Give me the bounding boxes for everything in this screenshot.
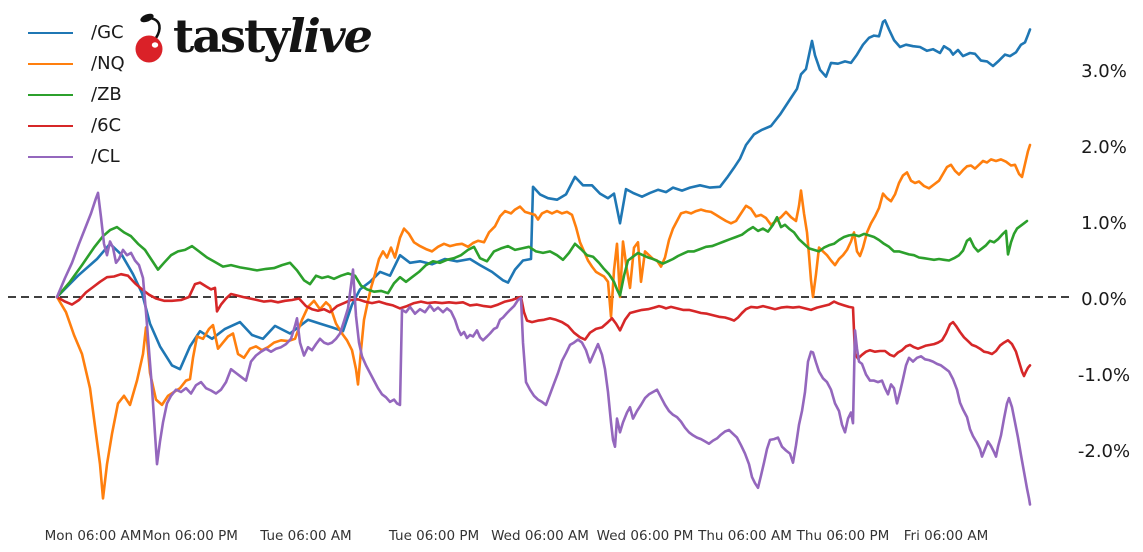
- y-tick-label: 2.0%: [1081, 137, 1127, 158]
- legend-label-cl: /CL: [91, 145, 120, 167]
- series-line-zb: [55, 215, 1029, 299]
- series-line-cl: [55, 191, 1032, 506]
- y-tick-label: -1.0%: [1077, 365, 1131, 386]
- legend-item-cl: /CL: [28, 141, 125, 172]
- series-line-6c: [55, 272, 1032, 378]
- y-tick-label: 3.0%: [1081, 61, 1127, 82]
- series-line-gc: [55, 19, 1032, 371]
- legend-item-nq: /NQ: [28, 48, 125, 79]
- x-tick-label: Thu 06:00 AM: [698, 528, 792, 544]
- x-tick-label: Tue 06:00 AM: [260, 528, 352, 544]
- legend-label-nq: /NQ: [91, 52, 125, 74]
- brand-text-tasty: tasty: [173, 9, 290, 63]
- y-tick-label: 0.0%: [1081, 289, 1127, 310]
- series-line-nq: [55, 143, 1032, 500]
- legend-swatch-gc: [28, 31, 73, 34]
- tastylive-logo: tastylive: [133, 9, 373, 64]
- y-tick-label: -2.0%: [1077, 441, 1131, 462]
- legend-item-zb: /ZB: [28, 79, 125, 110]
- legend-label-zb: /ZB: [91, 83, 122, 105]
- legend-label-gc: /GC: [91, 21, 124, 43]
- x-tick-label: Tue 06:00 PM: [388, 528, 480, 544]
- x-tick-label: Wed 06:00 PM: [596, 528, 694, 544]
- cherry-icon: [135, 13, 163, 63]
- legend: /GC /NQ /ZB /6C /CL: [28, 17, 125, 172]
- legend-swatch-6c: [28, 124, 73, 127]
- y-tick-label: 1.0%: [1081, 213, 1127, 234]
- x-tick-label: Mon 06:00 PM: [142, 528, 238, 544]
- legend-swatch-zb: [28, 93, 73, 96]
- brand-wordmark: tastylive: [173, 9, 373, 63]
- x-tick-label: Thu 06:00 PM: [796, 528, 890, 544]
- x-tick-label: Mon 06:00 AM: [44, 528, 142, 544]
- legend-label-6c: /6C: [91, 114, 122, 136]
- legend-swatch-cl: [28, 155, 73, 158]
- legend-item-6c: /6C: [28, 110, 125, 141]
- legend-item-gc: /GC: [28, 17, 125, 48]
- x-tick-label: Wed 06:00 AM: [491, 528, 589, 544]
- legend-swatch-nq: [28, 62, 73, 65]
- x-tick-label: Fri 06:00 AM: [903, 528, 989, 544]
- brand-text-live: live: [287, 9, 373, 63]
